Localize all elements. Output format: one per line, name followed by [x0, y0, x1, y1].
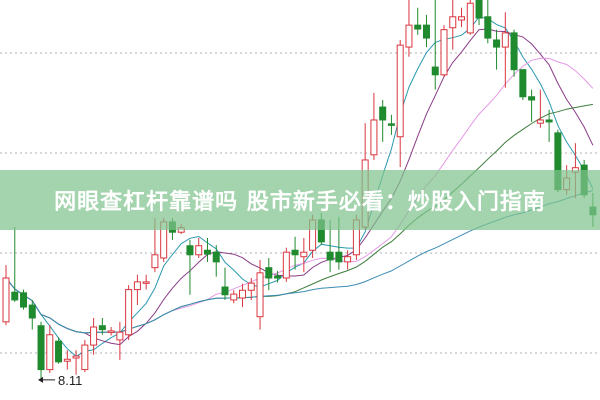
low-price-label: 8.11: [58, 373, 82, 388]
candle-down: [11, 291, 19, 301]
candle-up: [81, 344, 89, 371]
candle-down: [545, 119, 553, 123]
candle-down: [414, 24, 422, 30]
candle-up: [116, 331, 124, 341]
candle-down: [422, 24, 430, 39]
candle-down: [221, 286, 229, 296]
candle-down: [186, 245, 194, 256]
candle-down: [335, 251, 343, 263]
candle-down: [212, 251, 220, 263]
candle-up: [344, 256, 352, 263]
candle-up: [466, 2, 474, 34]
candle-up: [107, 330, 115, 333]
candle-up: [133, 281, 141, 291]
candle-down: [379, 106, 387, 121]
candle-up: [125, 289, 133, 336]
candle-up: [195, 245, 203, 256]
candle-down: [475, 0, 483, 19]
candle-up: [46, 334, 54, 371]
ma10-line: [5, 28, 594, 346]
candle-up: [247, 282, 255, 291]
candle-down: [265, 267, 273, 279]
candle-down: [326, 251, 334, 261]
candle-down: [387, 123, 395, 126]
candle-up: [449, 16, 457, 29]
candle-up: [90, 326, 98, 346]
candle-up: [396, 44, 404, 138]
candle-down: [528, 96, 536, 101]
candle-down: [20, 292, 28, 308]
candle-down: [431, 66, 439, 76]
candle-down: [37, 325, 45, 371]
candle-down: [291, 249, 299, 256]
candle-down: [28, 304, 36, 319]
candle-down: [274, 275, 282, 279]
candle-up: [300, 251, 308, 258]
candle-down: [98, 325, 106, 331]
candle-up: [282, 251, 290, 279]
candle-up: [536, 119, 544, 124]
banner-title: 网眼查杠杆靠谱吗 股市新手必看：炒股入门指南: [54, 190, 546, 215]
candle-up: [142, 281, 150, 284]
candle-up: [440, 29, 448, 76]
candle-up: [230, 293, 238, 301]
candle-up: [501, 32, 509, 48]
candle-up: [72, 355, 80, 359]
title-banner: 网眼查杠杆靠谱吗 股市新手必看：炒股入门指南: [0, 170, 600, 230]
candle-up: [458, 16, 466, 21]
candle-up: [2, 277, 10, 323]
candle-up: [370, 119, 378, 156]
candle-down: [510, 32, 518, 71]
candle-up: [256, 272, 264, 318]
candle-up: [151, 254, 159, 269]
candle-down: [203, 249, 211, 255]
candle-up: [63, 358, 71, 362]
ma5-line: [5, 16, 594, 357]
arrow-head-icon: [38, 376, 44, 383]
candle-down: [493, 39, 501, 48]
candle-down: [484, 16, 492, 39]
candle-up: [239, 289, 247, 299]
candle-down: [55, 340, 63, 363]
candle-up: [405, 24, 413, 48]
candle-down: [519, 69, 527, 98]
